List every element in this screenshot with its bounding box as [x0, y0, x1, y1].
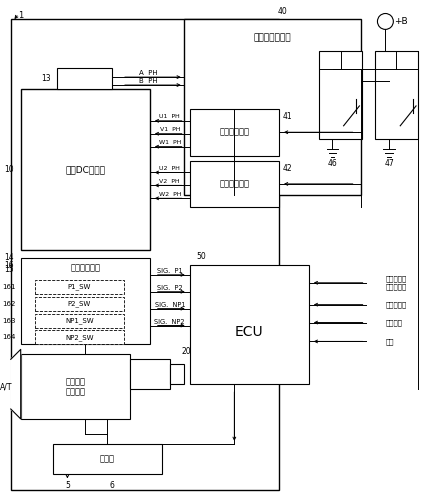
- Text: 换挡范围
切换机构: 换挡范围 切换机构: [65, 377, 86, 396]
- Text: ECU: ECU: [235, 326, 263, 340]
- Text: 41: 41: [282, 112, 292, 122]
- Text: 162: 162: [2, 300, 16, 306]
- Bar: [34, 314, 124, 328]
- Text: 163: 163: [2, 318, 16, 324]
- Text: 输出轴传感器: 输出轴传感器: [70, 264, 100, 272]
- Bar: [190, 265, 309, 384]
- Text: NP1_SW: NP1_SW: [65, 317, 94, 324]
- Text: 161: 161: [2, 284, 16, 290]
- Text: 20: 20: [182, 347, 191, 356]
- Text: 13: 13: [41, 74, 50, 82]
- Text: 油门开度: 油门开度: [385, 319, 402, 326]
- Text: 40: 40: [277, 7, 287, 16]
- Bar: [11, 20, 279, 490]
- Text: A  PH: A PH: [138, 70, 157, 76]
- Text: 5: 5: [65, 481, 70, 490]
- Bar: [34, 280, 124, 293]
- Text: 无刷DC发动机: 无刷DC发动机: [65, 165, 105, 174]
- Text: 10: 10: [4, 165, 13, 174]
- Bar: [21, 354, 130, 419]
- Text: U1  PH: U1 PH: [159, 114, 180, 119]
- Bar: [190, 109, 279, 156]
- Bar: [21, 89, 150, 250]
- Bar: [375, 52, 418, 139]
- Text: 螺线管: 螺线管: [99, 454, 115, 463]
- Text: P1_SW: P1_SW: [68, 284, 91, 290]
- Text: V1  PH: V1 PH: [159, 128, 180, 132]
- Text: 驾驶员请求
的换挡范围: 驾驶员请求 的换挡范围: [385, 276, 407, 290]
- Bar: [21, 258, 150, 344]
- Text: A/T: A/T: [0, 382, 12, 391]
- Bar: [184, 20, 361, 196]
- Text: 42: 42: [282, 164, 292, 173]
- Text: 14: 14: [4, 254, 13, 262]
- Text: 换挡范围控制器: 换挡范围控制器: [253, 33, 291, 42]
- Text: V2  PH: V2 PH: [159, 179, 180, 184]
- Text: SIG.  P1: SIG. P1: [157, 268, 183, 274]
- Text: SIG.  NP1: SIG. NP1: [155, 302, 185, 308]
- Text: 50: 50: [197, 252, 207, 262]
- Bar: [34, 330, 124, 344]
- Text: 1: 1: [18, 11, 23, 20]
- Text: 46: 46: [327, 159, 337, 168]
- Text: 16: 16: [4, 262, 13, 270]
- Text: 6: 6: [110, 481, 115, 490]
- Text: P2_SW: P2_SW: [68, 300, 91, 307]
- Polygon shape: [11, 350, 21, 419]
- Text: 发动机驱动器: 发动机驱动器: [220, 180, 250, 188]
- Text: U2  PH: U2 PH: [159, 166, 180, 171]
- Text: NP2_SW: NP2_SW: [65, 334, 94, 341]
- Bar: [170, 364, 184, 384]
- Bar: [319, 52, 362, 139]
- Text: 车速: 车速: [385, 338, 394, 344]
- Text: 47: 47: [384, 159, 394, 168]
- Bar: [34, 296, 124, 310]
- Bar: [52, 444, 162, 474]
- Text: 制动器开关: 制动器开关: [385, 302, 407, 308]
- Text: SIG.  P2: SIG. P2: [157, 285, 183, 291]
- Text: W1  PH: W1 PH: [159, 140, 181, 145]
- Text: 164: 164: [2, 334, 16, 340]
- Text: SIG.  NP2: SIG. NP2: [155, 318, 185, 324]
- Bar: [190, 160, 279, 208]
- Text: W2  PH: W2 PH: [159, 192, 181, 197]
- Bar: [57, 68, 112, 89]
- Text: B  PH: B PH: [138, 78, 157, 84]
- Text: 15: 15: [4, 266, 13, 274]
- Text: +B: +B: [395, 17, 408, 26]
- Text: 发动机驱动器: 发动机驱动器: [220, 128, 250, 136]
- Bar: [130, 360, 170, 389]
